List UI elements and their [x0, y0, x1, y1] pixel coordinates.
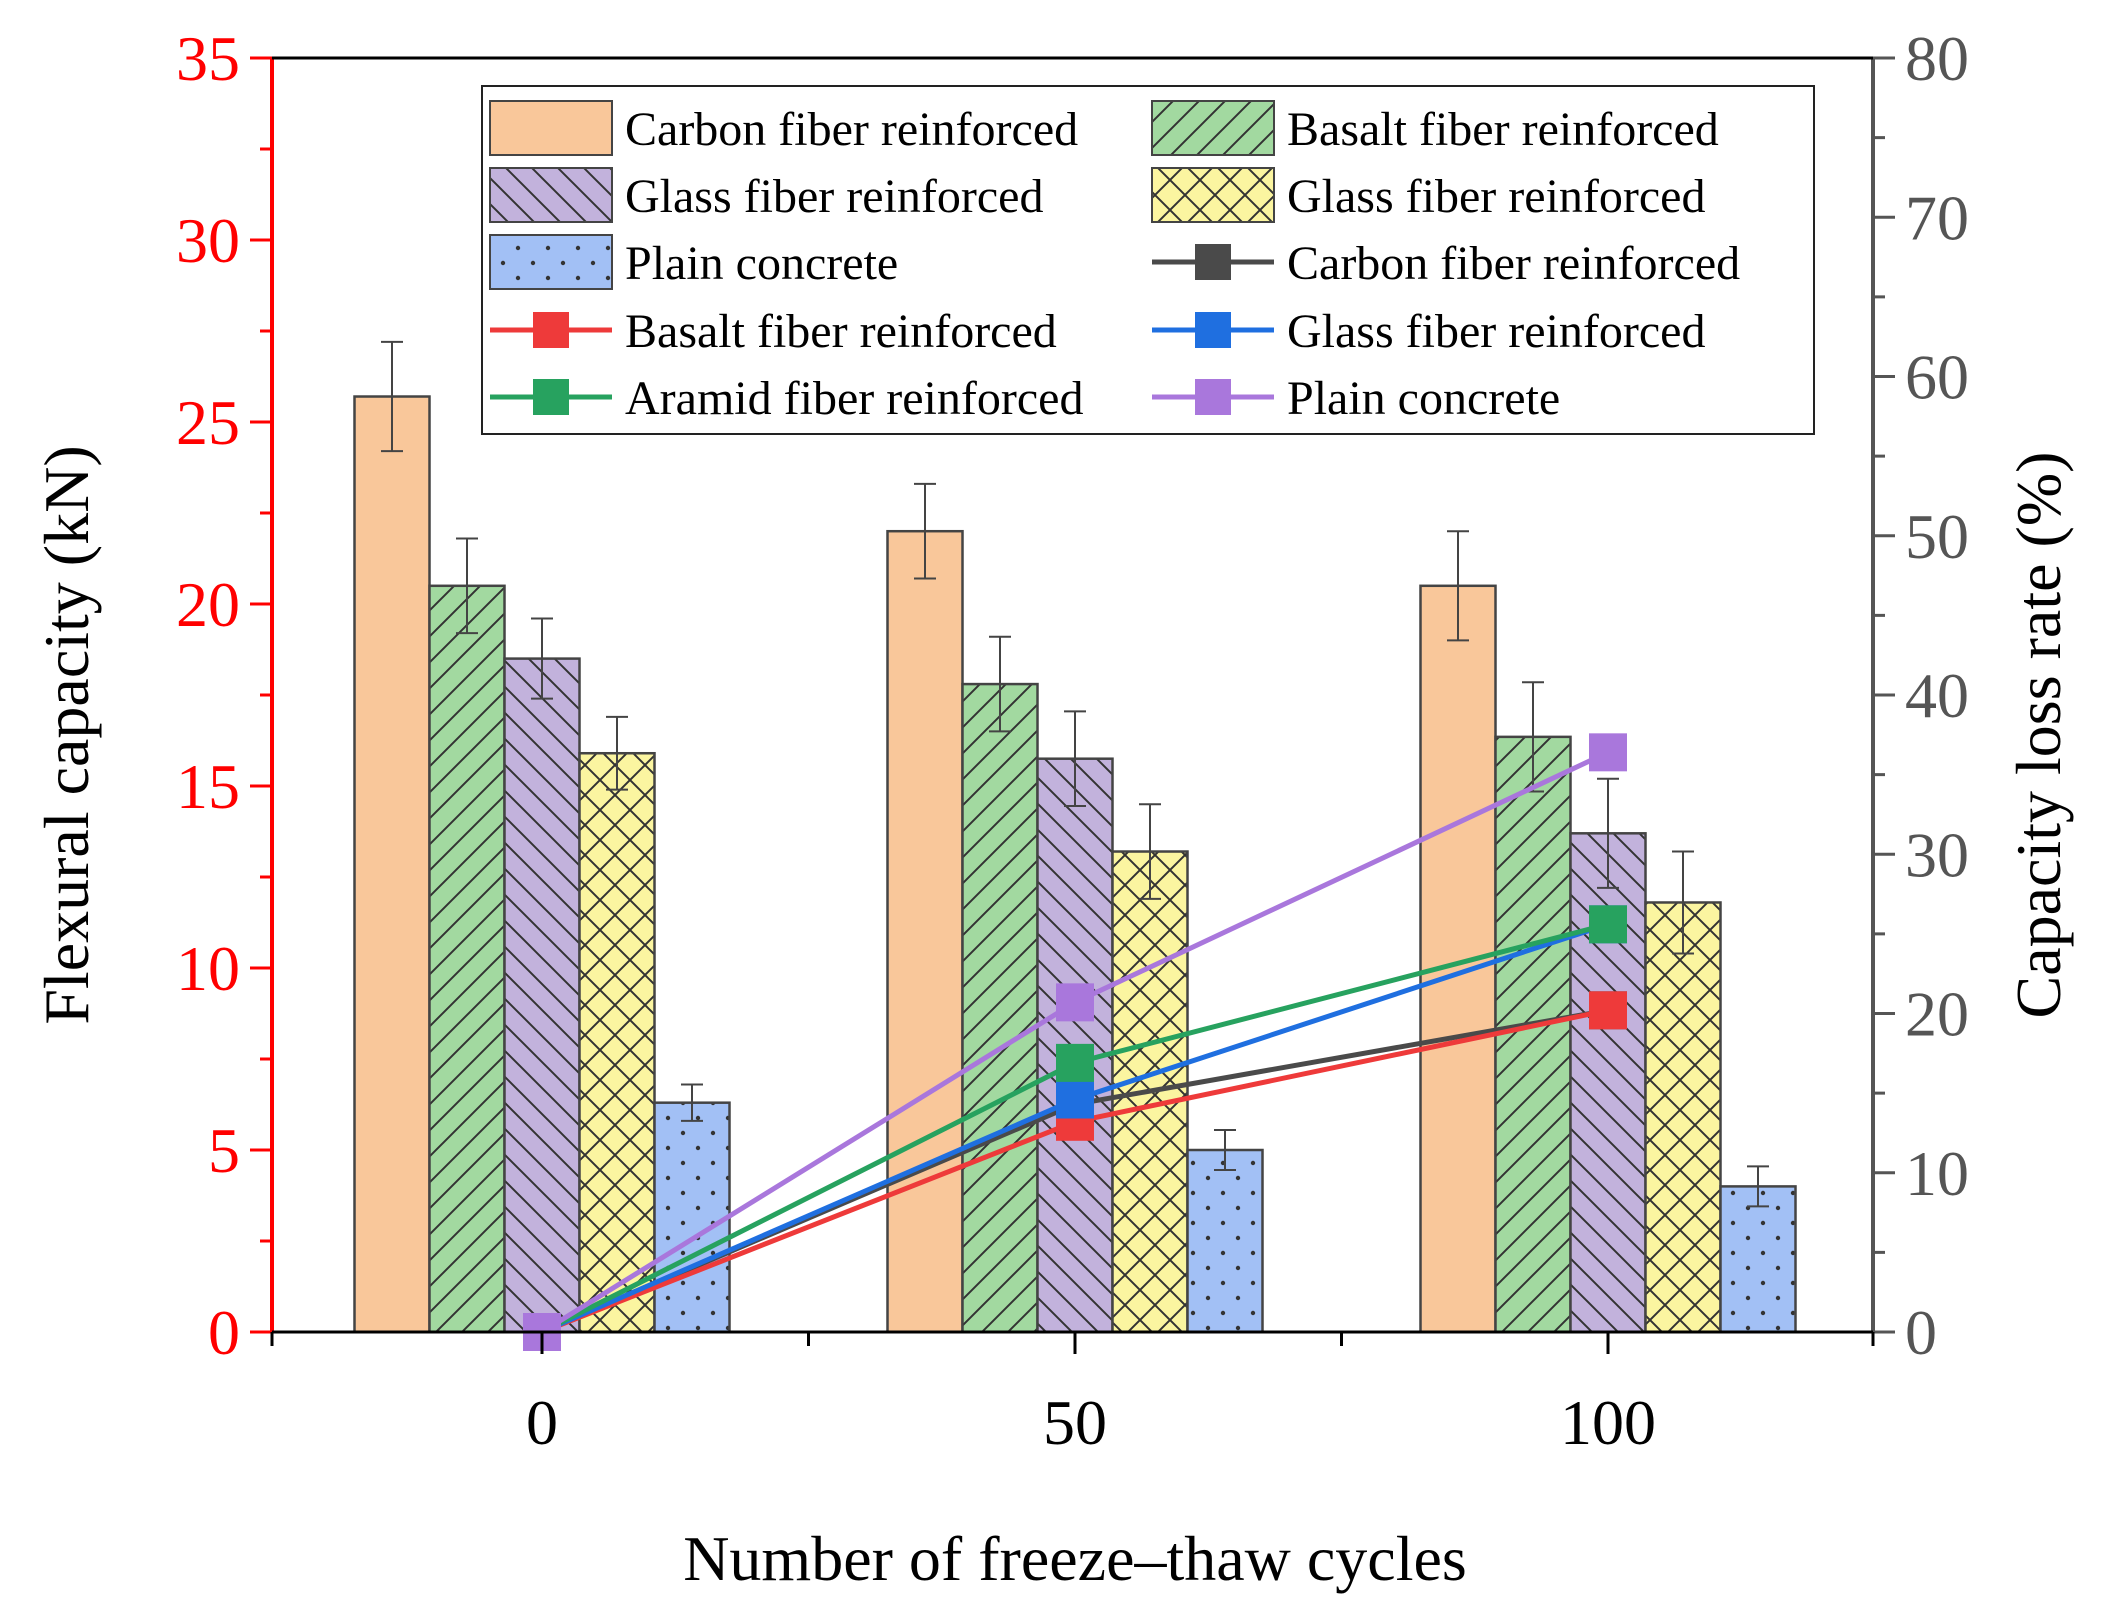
legend-swatch-pattern	[490, 168, 612, 222]
y-right-tick-label: 80	[1905, 23, 1969, 94]
legend-marker	[1195, 379, 1231, 415]
y-left-tick-label: 10	[176, 933, 240, 1004]
series-marker	[1589, 905, 1627, 944]
y-right-tick-label: 70	[1905, 182, 1969, 253]
series-marker	[1056, 983, 1094, 1022]
bars-layer	[353, 340, 1797, 1334]
bar-pattern	[1720, 1186, 1796, 1332]
legend-label: Glass fiber reinforced	[625, 170, 1043, 223]
legend-label: Glass fiber reinforced	[1287, 305, 1705, 358]
bar-pattern	[1187, 1150, 1263, 1332]
legend-swatch-border	[489, 234, 613, 290]
legend-marker	[533, 312, 569, 348]
legend-label: Plain concrete	[1287, 372, 1560, 425]
bar-fill	[354, 396, 430, 1332]
bar-pattern	[504, 658, 580, 1332]
legend: Carbon fiber reinforced Basalt fiber rein…	[481, 85, 1815, 435]
x-axis-label: Number of freeze–thaw cycles	[683, 1523, 1467, 1594]
legend-swatch-border	[489, 167, 613, 223]
y-left-tick-label: 25	[176, 387, 240, 458]
legend-label: Carbon fiber reinforced	[1287, 237, 1740, 290]
x-tick-label: 100	[1560, 1387, 1656, 1458]
series-marker	[1589, 733, 1627, 772]
x-tick-label: 50	[1043, 1387, 1107, 1458]
legend-swatch-pattern	[1152, 101, 1274, 155]
series-marker	[1056, 1043, 1094, 1082]
legend-label: Basalt fiber reinforced	[1287, 103, 1719, 156]
bar-pattern	[962, 684, 1038, 1332]
legend-swatch	[490, 101, 612, 155]
legend-swatch-pattern	[490, 235, 612, 289]
x-tick-label: 0	[526, 1387, 558, 1458]
y-right-tick-label: 50	[1905, 501, 1969, 572]
y-left-tick-label: 15	[176, 751, 240, 822]
legend-marker	[533, 379, 569, 415]
legend-frame	[481, 85, 1815, 435]
bar-pattern	[429, 585, 505, 1332]
legend-swatch-pattern	[1152, 168, 1274, 222]
legend-label: Carbon fiber reinforced	[625, 103, 1078, 156]
legend-label: Plain concrete	[625, 237, 898, 290]
legend-marker	[1195, 312, 1231, 348]
y-left-tick-label: 20	[176, 569, 240, 640]
y-left-tick-label: 5	[208, 1115, 240, 1186]
y-axis-right-label: Capacity loss rate (%)	[2003, 452, 2074, 1019]
legend-marker	[1195, 244, 1231, 280]
bar-fill	[887, 531, 963, 1332]
legend-swatch-border	[489, 100, 613, 156]
y-right-tick-label: 60	[1905, 342, 1969, 413]
bar-pattern	[1495, 736, 1571, 1332]
axes-layer: 0 5 10 15 20 25 30 35 0 10 20 30 40 50 60 70 80 0 50 100	[176, 23, 1969, 1458]
y-left-tick-label: 0	[208, 1297, 240, 1368]
y-right-tick-label: 30	[1905, 819, 1969, 890]
y-left-tick-label: 35	[176, 23, 240, 94]
legend-label: Basalt fiber reinforced	[625, 305, 1057, 358]
bar-pattern	[579, 753, 655, 1332]
y-right-tick-label: 40	[1905, 660, 1969, 731]
series-marker	[1589, 991, 1627, 1030]
bar-pattern	[654, 1102, 730, 1332]
y-right-tick-label: 20	[1905, 979, 1969, 1050]
legend-swatch-border	[1151, 100, 1275, 156]
y-right-tick-label: 0	[1905, 1297, 1937, 1368]
legend-label: Glass fiber reinforced	[1287, 170, 1705, 223]
y-right-tick-label: 10	[1905, 1138, 1969, 1209]
bar-pattern	[1645, 902, 1721, 1332]
legend-swatch-border	[1151, 167, 1275, 223]
legend-label: Aramid fiber reinforced	[625, 372, 1083, 425]
series-marker	[1056, 1080, 1094, 1119]
y-axis-left-label: Flexural capacity (kN)	[31, 445, 102, 1024]
y-left-tick-label: 30	[176, 205, 240, 276]
